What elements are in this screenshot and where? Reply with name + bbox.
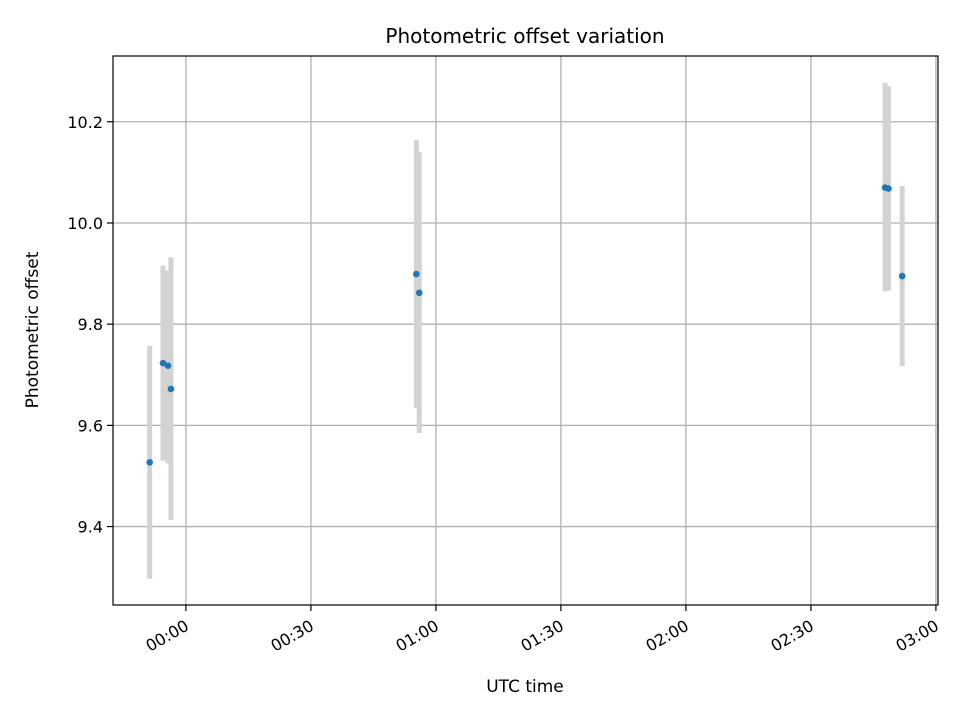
- x-tick-label-1: 00:30: [267, 616, 316, 656]
- data-point-0-4: [413, 270, 420, 278]
- x-tick-label-3: 01:30: [517, 616, 566, 656]
- y-tick-label-4: 10.2: [67, 113, 103, 132]
- data-point-0-2: [164, 362, 172, 369]
- data-point-0-0: [146, 459, 153, 466]
- x-tick-label-5: 02:30: [767, 616, 816, 656]
- y-tick-label-1: 9.6: [78, 416, 103, 435]
- grid: [113, 56, 938, 605]
- y-tick-label-3: 10.0: [67, 214, 103, 233]
- y-tick-label-2: 9.8: [78, 315, 103, 334]
- x-axis-label: UTC time: [486, 677, 564, 697]
- data-point-0-5: [415, 289, 423, 297]
- data-point-0-1: [159, 359, 167, 367]
- x-tick-label-0: 00:00: [142, 616, 191, 656]
- y-tick-label-0: 9.4: [78, 518, 103, 537]
- error-bars: [147, 82, 905, 579]
- axes-frame: [112, 55, 939, 606]
- data-points: [146, 184, 906, 466]
- y-axis-label: Photometric offset: [23, 251, 43, 408]
- x-tick-label-6: 03:00: [892, 616, 941, 656]
- y-axis-ticks: 9.4 9.6 9.8 10.0 10.2: [67, 113, 113, 537]
- data-point-0-8: [898, 272, 906, 280]
- x-tick-label-4: 02:00: [642, 616, 691, 656]
- data-point-0-7: [885, 185, 892, 192]
- x-tick-label-2: 01:00: [392, 616, 441, 656]
- x-axis-ticks: 00:00 00:30 01:00 01:30 02:00 02:30 03:00: [142, 605, 942, 656]
- chart-title: Photometric offset variation: [385, 24, 664, 48]
- data-point-0-3: [167, 385, 175, 393]
